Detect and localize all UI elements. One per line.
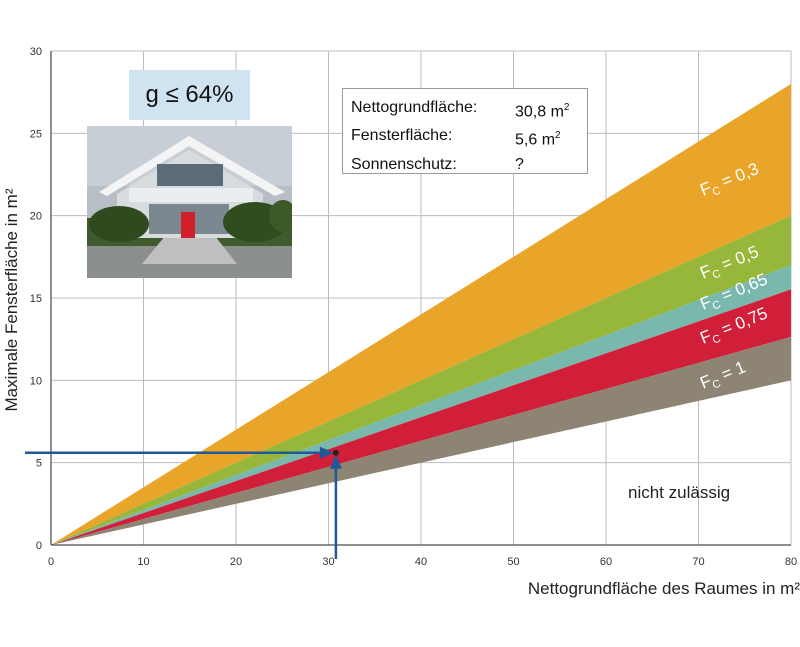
band-2 [51, 265, 791, 545]
y-tick-label: 20 [30, 211, 42, 223]
info-row-shading: Sonnenschutz: ? [351, 153, 579, 177]
y-tick-label: 0 [36, 540, 42, 552]
info-row-area: Nettogrundfläche: 30,8 m2 [351, 96, 579, 124]
axes [50, 51, 791, 546]
g-value-box: g ≤ 64% [129, 70, 250, 120]
x-tick-label: 50 [507, 556, 519, 568]
y-axis-title: Maximale Fensterfläche in m² [2, 188, 21, 411]
x-tick-label: 70 [692, 556, 704, 568]
info-value: ? [515, 155, 524, 173]
info-label: Sonnenschutz: [351, 155, 457, 173]
not-allowed-annotation: nicht zulässig [628, 483, 731, 502]
x-tick-label: 30 [322, 556, 334, 568]
x-tick-label: 20 [230, 556, 242, 568]
y-tick-label: 30 [30, 46, 42, 58]
x-tick-label: 0 [48, 556, 54, 568]
tick-labels: 0 10 20 30 40 50 60 70 80 0 5 10 15 20 25 30 [30, 46, 797, 568]
info-value: 30,8 m2 [515, 102, 570, 121]
y-tick-label: 10 [30, 375, 42, 387]
info-value: 5,6 m2 [515, 130, 561, 149]
x-tick-label: 80 [785, 556, 797, 568]
y-tick-label: 15 [30, 293, 42, 305]
x-tick-label: 10 [137, 556, 149, 568]
marker-point [332, 449, 339, 456]
horizontal-arrow-head [319, 446, 334, 459]
info-label: Nettogrundfläche: [351, 99, 478, 116]
y-tick-label: 5 [36, 458, 42, 470]
band-4 [51, 336, 791, 545]
house-photo [87, 126, 292, 278]
band-3 [51, 289, 791, 545]
info-box: Nettogrundfläche: 30,8 m2 Fensterfläche:… [342, 88, 588, 174]
x-tick-label: 60 [600, 556, 612, 568]
house-photo-image [87, 126, 292, 278]
band-0 [51, 83, 791, 545]
info-label: Fensterfläche: [351, 127, 453, 145]
info-row-window: Fensterfläche: 5,6 m2 [351, 124, 579, 152]
x-axis-title: Nettogrundfläche des Raumes in m² [528, 579, 800, 598]
bands [51, 83, 791, 545]
marker [25, 446, 342, 559]
y-tick-label: 25 [30, 128, 42, 140]
x-tick-label: 40 [415, 556, 427, 568]
vertical-arrow-head [329, 454, 342, 469]
